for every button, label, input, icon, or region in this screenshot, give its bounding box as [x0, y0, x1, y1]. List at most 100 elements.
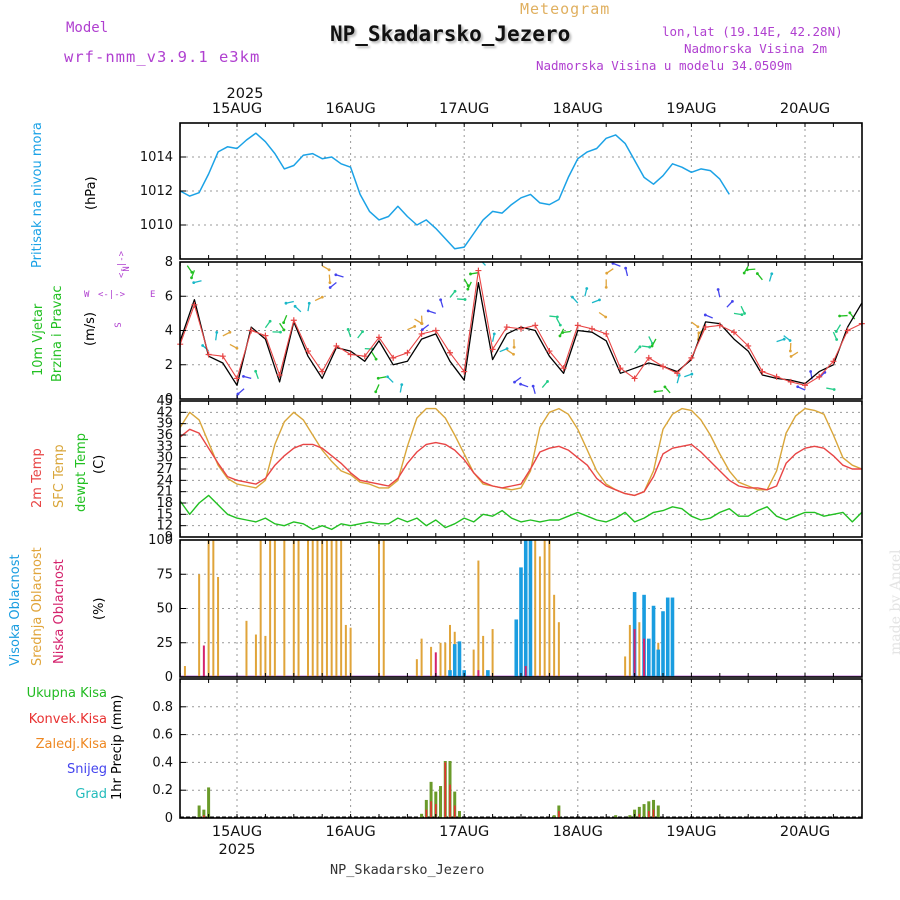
wind-marker	[361, 353, 368, 360]
y-tick-label: 0.4	[152, 755, 173, 770]
wind-marker	[503, 324, 510, 331]
wind-arrow-head	[327, 268, 331, 272]
low-cloud-bar	[524, 666, 527, 677]
wind-marker	[716, 322, 723, 329]
wind-arrow-head	[420, 328, 424, 331]
wind-marker	[290, 317, 297, 324]
y-tick-label: 33	[156, 439, 173, 454]
conv-rain-bar	[648, 811, 650, 818]
grid-layer	[180, 123, 862, 819]
wind-arrow-head	[328, 286, 332, 289]
mid-cloud-bar	[297, 540, 300, 677]
wind-arrow-head	[558, 323, 562, 327]
wind-marker	[773, 373, 780, 380]
high-cloud-bar	[448, 670, 452, 677]
mid-cloud-bar	[430, 646, 433, 677]
mid-cloud-bar	[543, 540, 546, 677]
wind-arrow-head	[740, 313, 744, 317]
wind-arrow-head	[531, 384, 535, 388]
y-tick-label: 0	[165, 670, 173, 685]
wind-marker	[461, 368, 468, 375]
wind-marker	[702, 324, 709, 331]
wind-marker	[262, 332, 269, 339]
wind-arrow-head	[745, 268, 749, 272]
wind-marker	[816, 373, 823, 380]
wind-marker	[617, 365, 624, 372]
wind-arrow-head	[376, 376, 380, 380]
wind-arrow-head	[284, 301, 288, 305]
mid-cloud-bar	[212, 540, 215, 677]
y-tick-label: 24	[156, 473, 173, 488]
mid-cloud-bar	[638, 622, 641, 677]
mid-cloud-bar	[415, 659, 418, 677]
total-rain-bar	[647, 801, 651, 818]
total-rain-bar	[457, 811, 461, 818]
conv-rain-bar	[558, 811, 560, 818]
mid-cloud-bar	[534, 540, 537, 677]
y-tick-label: 0	[165, 392, 173, 407]
wind-arrow-head	[374, 390, 378, 394]
y-tick-label: 8	[165, 255, 173, 270]
date-label-top: 15AUG	[212, 101, 262, 117]
low-cloud-bar	[643, 638, 646, 677]
mid-cloud-bar	[439, 642, 442, 677]
wind-arrow-head	[512, 352, 515, 356]
wind-speed-line	[179, 281, 863, 386]
wind-marker	[205, 351, 212, 358]
mid-cloud-bar	[340, 540, 343, 677]
mid-cloud-bar	[283, 540, 286, 677]
mid-cloud-bar	[628, 624, 631, 677]
wind-arrow-head	[743, 312, 746, 315]
wind-arrow-head	[838, 314, 842, 318]
high-cloud-bar	[457, 641, 462, 677]
wind-marker	[191, 301, 198, 308]
total-rain-bar	[633, 809, 637, 818]
wind-compass: W E <-|-> N S <-|->	[84, 251, 160, 330]
conv-rain-bar	[444, 762, 447, 818]
wind-marker	[518, 325, 524, 332]
y-tick-label: 12	[156, 519, 173, 534]
wind-arrow-head	[328, 281, 332, 285]
total-rain-bar	[439, 786, 443, 818]
wind-arrow-head	[190, 276, 193, 280]
y-tick-label: 0	[165, 811, 173, 826]
total-rain-bar	[420, 813, 424, 818]
high-cloud-bar	[665, 597, 670, 677]
total-rain-bar	[552, 815, 556, 818]
wind-marker	[759, 368, 766, 375]
date-label-bottom: 19AUG	[666, 824, 716, 840]
mid-cloud-bar	[269, 540, 272, 677]
wind-arrow-head	[334, 273, 338, 277]
date-label-bottom: 20AUG	[780, 824, 830, 840]
sfc-temp-line	[179, 407, 863, 497]
legend-conv-rain: Konvek.Kisa	[28, 712, 107, 727]
wind-arrow-head	[254, 369, 258, 373]
wind-arrow-head	[832, 388, 836, 391]
conv-rain-bar	[430, 801, 432, 818]
wind-arrow-head	[420, 322, 424, 325]
mid-cloud-bar	[382, 540, 385, 677]
mid-cloud-bar	[254, 634, 257, 677]
conv-rain-bar	[453, 805, 456, 818]
wind-arrow-head	[201, 344, 205, 347]
high-cloud-bar	[656, 649, 661, 677]
mid-cloud-bar	[344, 624, 347, 677]
mid-cloud-bar	[330, 540, 333, 677]
mid-cloud-bar	[548, 540, 551, 677]
legend-frz-rain: Zaledj.Kisa	[35, 737, 107, 752]
wind-arrow-head	[463, 298, 467, 301]
wind-arrow-head	[605, 271, 609, 275]
wind-marker	[830, 358, 837, 365]
wind-arrow-head	[555, 315, 559, 319]
wind-marker	[802, 382, 808, 389]
mid-cloud-bar	[491, 629, 494, 677]
wind-arrow-head	[788, 349, 792, 353]
wind-arrow-head	[279, 330, 282, 334]
mid-cloud-bar	[477, 560, 480, 677]
wind-arrow-head	[834, 330, 838, 333]
model-elevation-label: Nadmorska Visina u modelu 34.0509m	[536, 58, 792, 73]
wind-arrow-head	[519, 382, 522, 386]
y-tick-label: 45	[156, 394, 173, 409]
total-rain-bar	[202, 809, 206, 818]
low-cloud-bar	[434, 652, 437, 677]
